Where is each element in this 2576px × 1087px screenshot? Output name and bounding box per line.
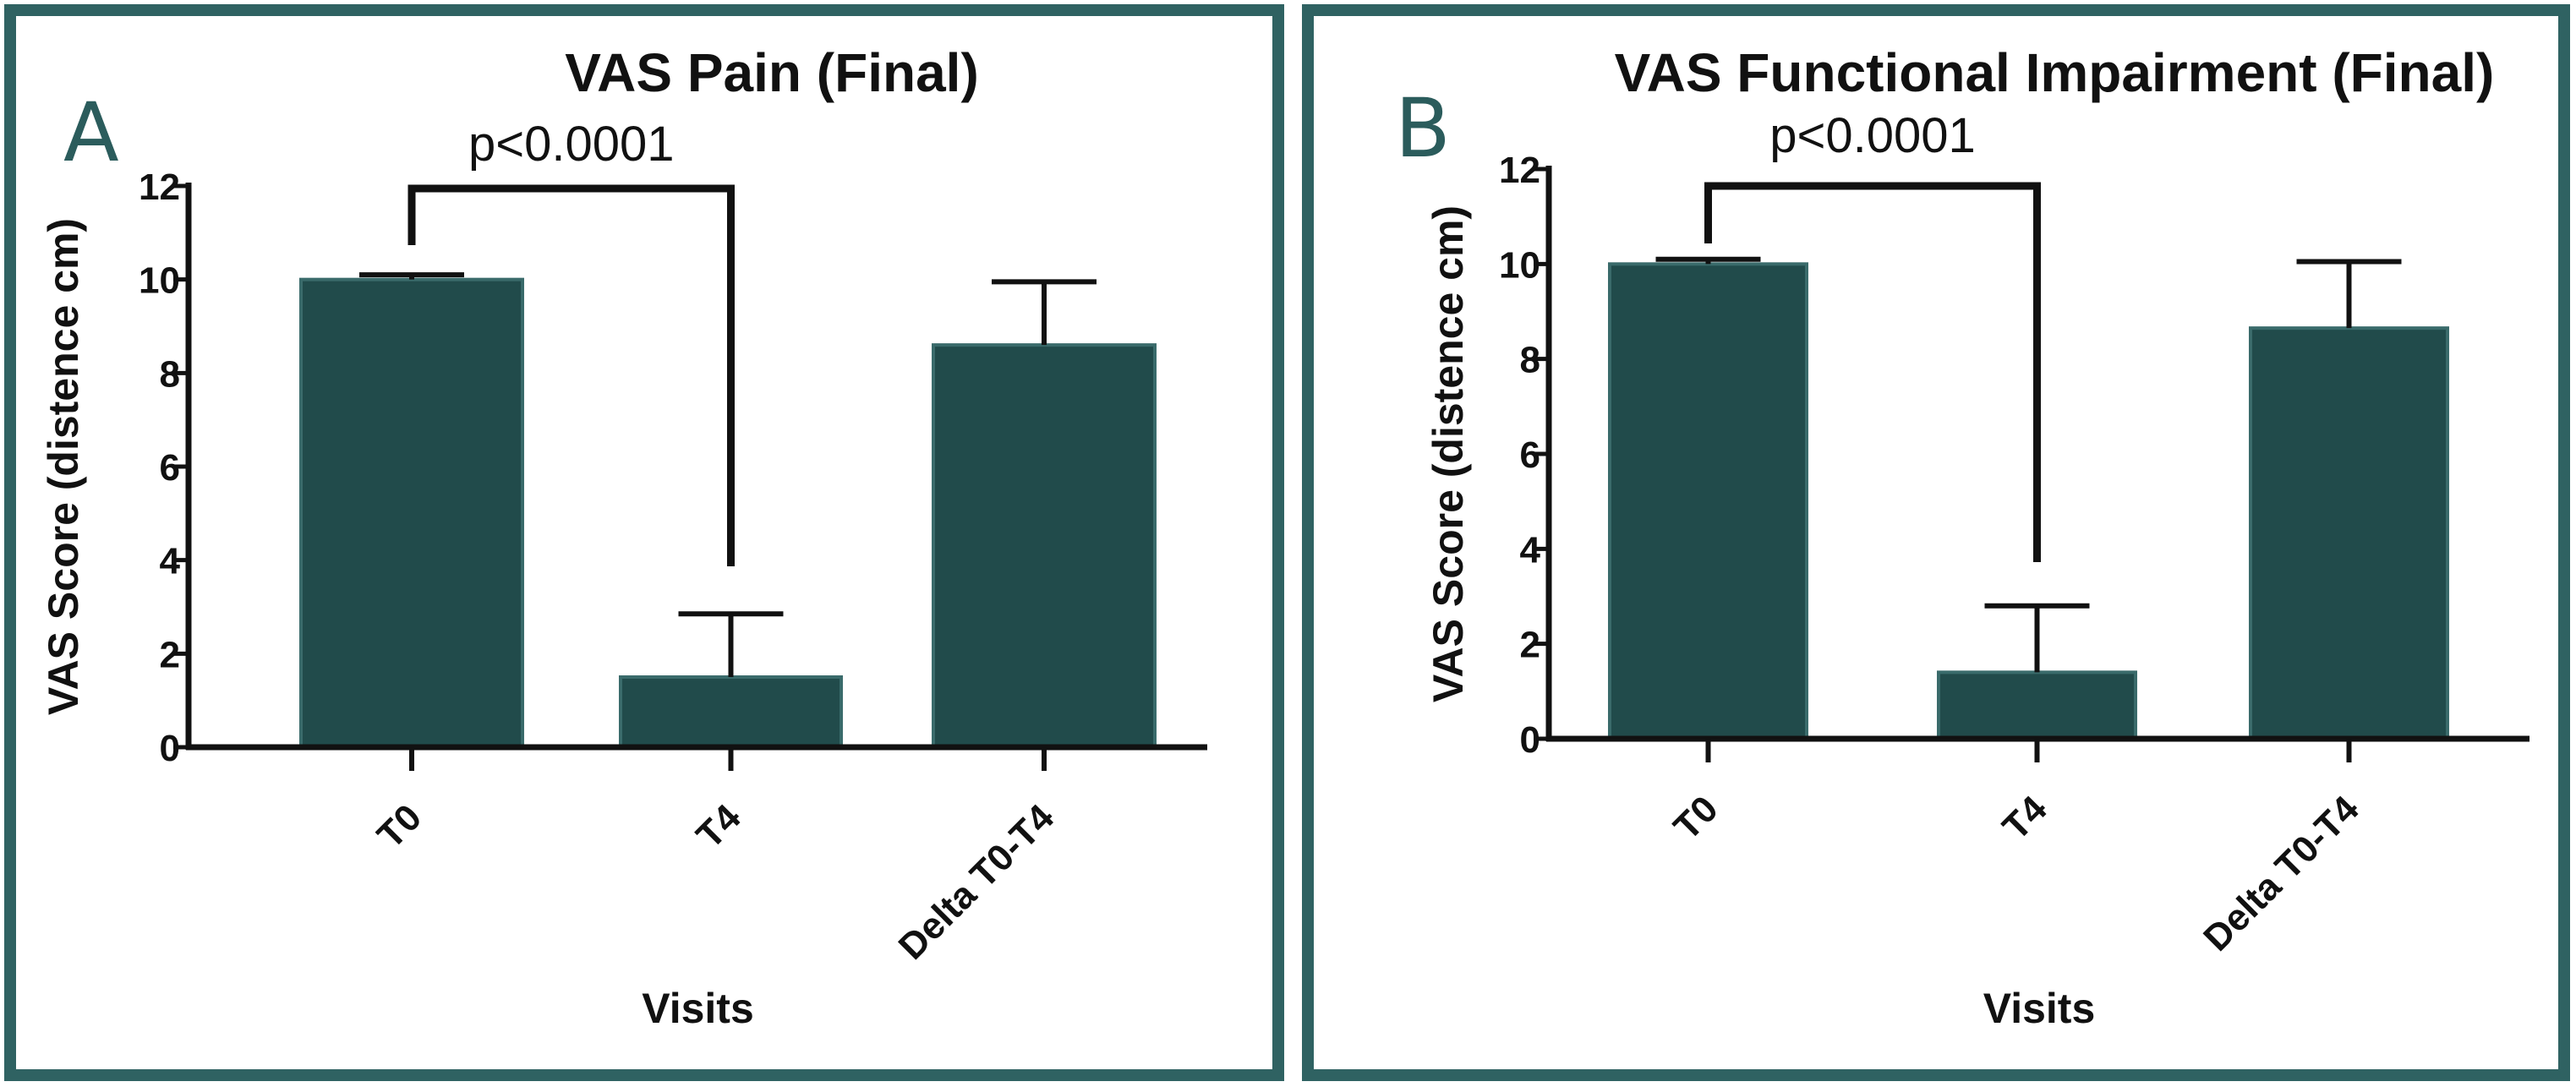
significance-bracket: [1704, 182, 2041, 562]
panel-label: A: [63, 85, 119, 180]
y-tick-label: 10: [139, 260, 180, 302]
y-tick-label: 12: [139, 167, 180, 208]
p-value-annotation: p<0.0001: [468, 117, 675, 172]
chart-title: VAS Pain (Final): [565, 42, 979, 103]
y-tick-label: 12: [1499, 150, 1540, 191]
panel-label: B: [1395, 81, 1451, 176]
chart-panel-a: A VAS Pain (Final) VAS Score (distence cm)…: [4, 4, 1284, 1081]
x-tick-label: T0: [1666, 788, 1726, 848]
bar-delta-t0-t4: [932, 343, 1157, 749]
x-tick-label: Delta T0-T4: [891, 796, 1063, 968]
y-tick-label: 0: [160, 728, 180, 769]
y-tick-label: 4: [160, 541, 181, 582]
y-tick-label: 6: [160, 447, 180, 489]
significance-bracket: [407, 184, 735, 566]
y-tick-label: 10: [1499, 244, 1540, 286]
x-axis-label: Visits: [642, 985, 754, 1032]
y-tick-label: 6: [1520, 434, 1540, 476]
y-axis-label: VAS Score (distence cm): [40, 218, 87, 715]
panel-frame: [4, 4, 1284, 1081]
chart-title: VAS Functional Impairment (Final): [1615, 42, 2495, 103]
x-tick-label: T4: [1995, 788, 2055, 848]
y-tick-label: 0: [1520, 719, 1540, 761]
bar-t0: [1608, 262, 1808, 741]
x-axis-label: Visits: [1983, 985, 2096, 1032]
chart-panel-b: B VAS Functional Impairment (Final) VAS Sc…: [1302, 4, 2570, 1081]
p-value-annotation: p<0.0001: [1769, 108, 1976, 163]
bar-delta-t0-t4: [2249, 326, 2449, 740]
y-tick-label: 8: [1520, 340, 1540, 381]
y-tick-label: 8: [160, 353, 180, 395]
y-axis-label: VAS Score (distence cm): [1425, 205, 1472, 702]
bar-t4: [619, 675, 843, 749]
panel-frame: [1302, 4, 2570, 1081]
x-tick-label: T0: [369, 796, 429, 856]
bar-t0: [299, 277, 524, 749]
y-tick-label: 2: [1520, 625, 1540, 666]
bar-t4: [1937, 670, 2137, 740]
x-tick-label: T4: [689, 796, 749, 856]
x-tick-label: Delta T0-T4: [2196, 788, 2367, 959]
y-tick-label: 2: [160, 634, 180, 675]
y-tick-label: 4: [1520, 529, 1541, 571]
